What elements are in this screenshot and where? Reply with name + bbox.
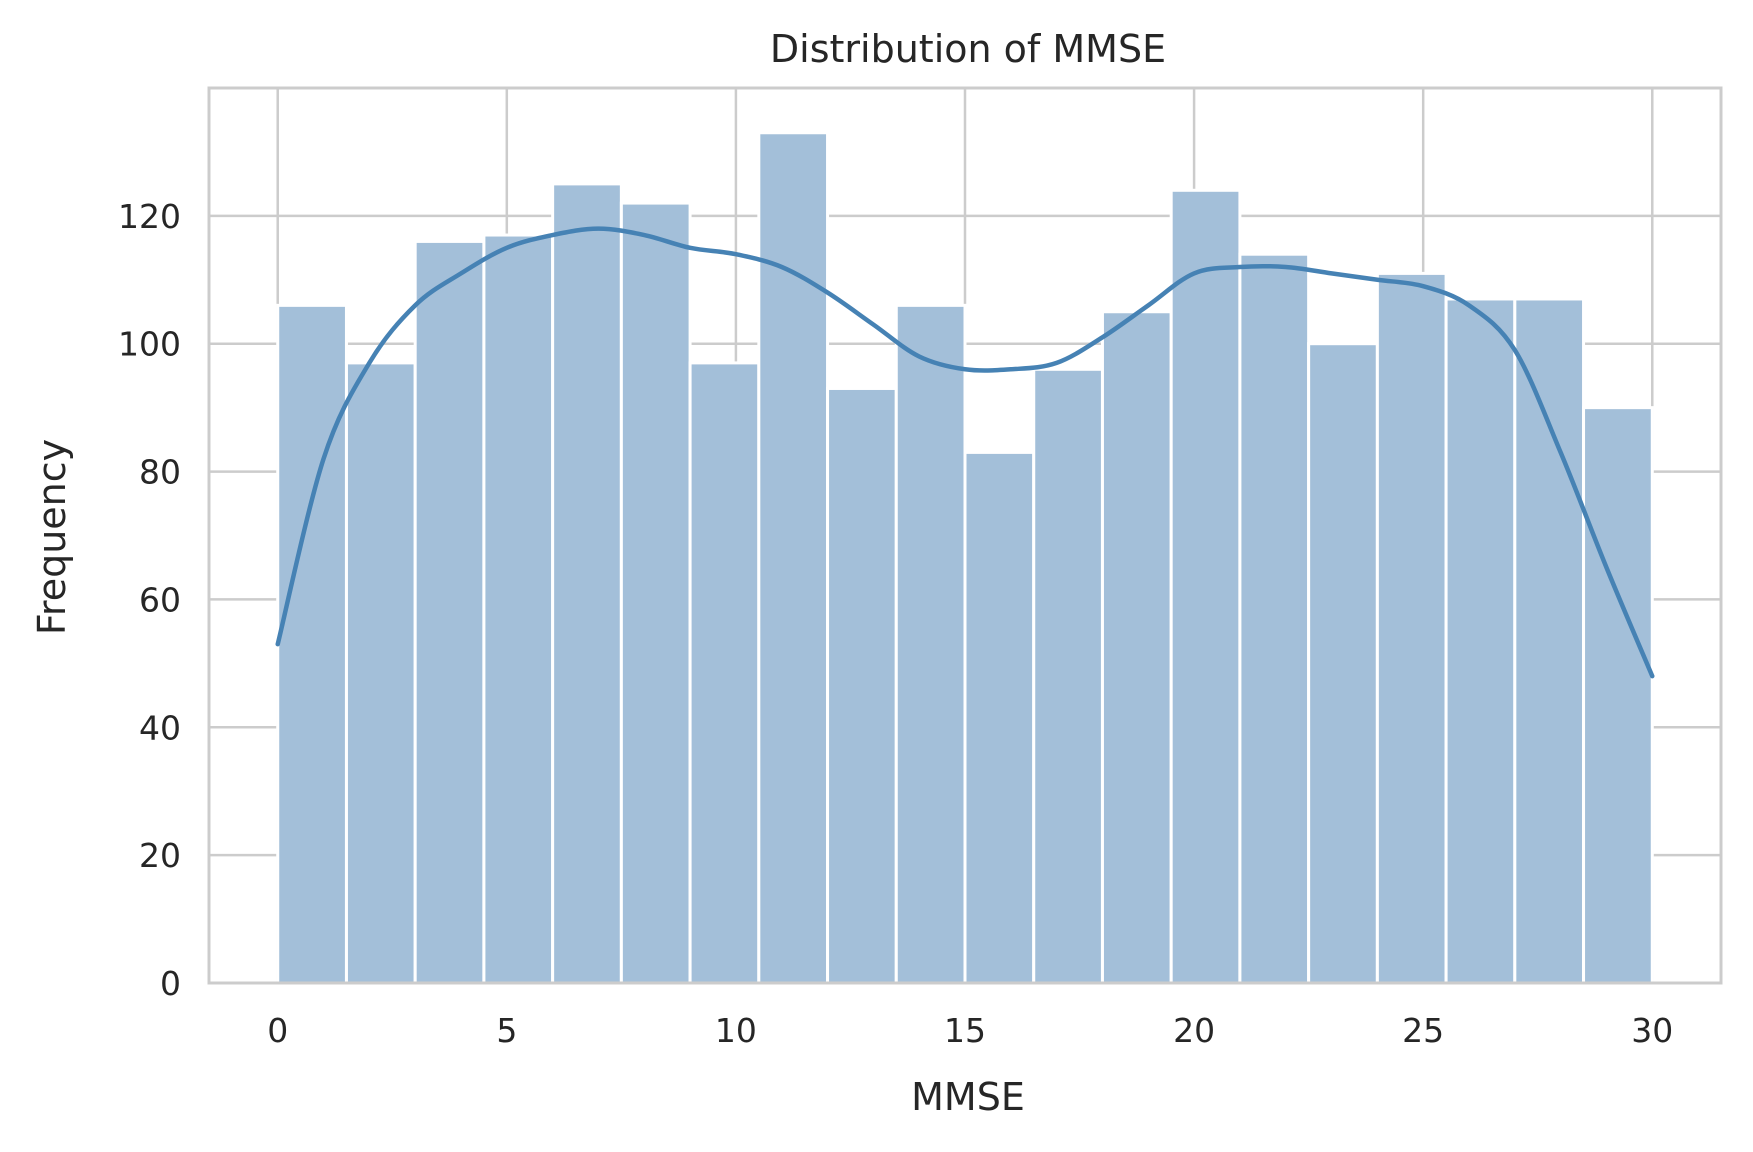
y-axis-ticks: 0 20 40 60 80 100 120: [118, 197, 181, 1003]
histogram-bar: [1238, 252, 1311, 985]
y-tick-label: 20: [139, 836, 181, 875]
histogram-bar: [1032, 367, 1104, 985]
histogram-bar: [1582, 406, 1654, 985]
histogram-bar: [894, 303, 967, 985]
x-axis-label: MMSE: [911, 1075, 1025, 1119]
histogram-bar: [413, 239, 486, 985]
y-tick-label: 40: [139, 708, 181, 747]
histogram-bar: [1444, 297, 1517, 985]
x-tick-label: 25: [1402, 1011, 1444, 1050]
kde-curve: [275, 226, 1655, 679]
x-tick-label: 20: [1173, 1011, 1215, 1050]
histogram-bar: [482, 233, 555, 985]
x-tick-label: 5: [496, 1011, 517, 1050]
x-tick-label: 10: [715, 1011, 757, 1050]
histogram-bar: [1513, 297, 1586, 985]
y-tick-label: 100: [118, 325, 181, 364]
x-axis-ticks: 0 5 10 15 20 25 30: [267, 1011, 1673, 1050]
y-tick-label: 80: [139, 453, 181, 492]
histogram-bar: [344, 361, 417, 985]
plot-frame: [207, 86, 1723, 985]
histogram-bar: [1375, 271, 1448, 985]
x-tick-label: 0: [267, 1011, 288, 1050]
chart-title: Distribution of MMSE: [770, 27, 1166, 71]
histogram-bar: [276, 303, 348, 985]
histogram-bar: [826, 386, 898, 985]
histogram-bars: [276, 131, 1654, 985]
x-tick-label: 15: [944, 1011, 986, 1050]
histogram-bar: [688, 361, 761, 985]
y-tick-label: 60: [139, 580, 181, 619]
y-tick-label: 0: [160, 964, 181, 1003]
histogram-bar: [619, 201, 692, 985]
histogram-bar: [963, 450, 1036, 985]
y-tick-label: 120: [118, 197, 181, 236]
histogram-bar: [1169, 188, 1242, 985]
y-axis-label: Frequency: [30, 439, 74, 635]
x-tick-label: 30: [1631, 1011, 1673, 1050]
histogram-bar: [1100, 310, 1173, 985]
histogram-bar: [551, 182, 623, 985]
histogram-bar: [1307, 342, 1379, 985]
